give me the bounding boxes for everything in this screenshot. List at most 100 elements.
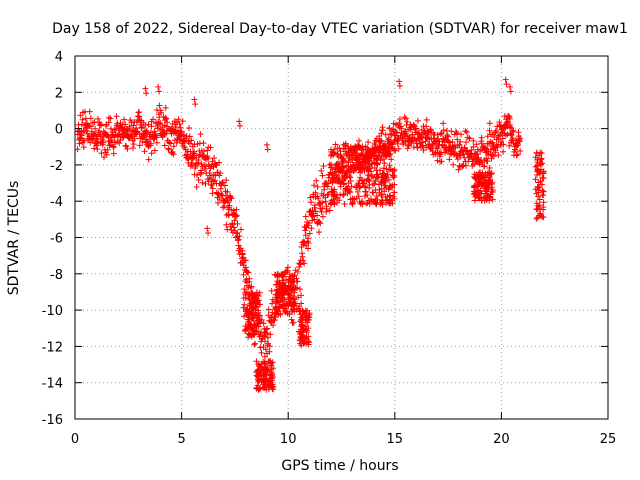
data-point [268,371,275,378]
data-point [342,174,349,181]
data-point [377,138,384,145]
data-point [301,260,308,267]
data-point [156,88,163,95]
data-point [513,152,520,159]
data-point [87,123,94,130]
data-point [308,225,315,232]
x-tick-label: 5 [177,432,185,447]
data-point [227,194,234,201]
data-point [156,102,163,109]
data-point [325,191,332,198]
data-point [198,161,205,168]
data-point [288,306,295,313]
data-point [307,194,314,201]
x-tick-label: 0 [71,432,79,447]
data-point [540,188,547,195]
data-point [347,169,354,176]
data-point [499,135,506,142]
data-point [454,136,461,143]
data-point [371,140,378,147]
data-point [147,140,154,147]
data-point [486,164,493,171]
data-point [200,148,207,155]
data-point [91,119,98,126]
data-point [78,132,85,139]
data-point [118,124,125,131]
data-point [161,142,168,149]
data-point [448,128,455,135]
data-point [245,321,252,328]
data-point [190,155,197,162]
data-point [500,148,507,155]
data-point [390,128,397,135]
data-point [196,152,203,159]
data-point [263,330,270,337]
data-point [533,150,540,157]
data-point [489,188,496,195]
data-point [175,116,182,123]
data-point [251,322,258,329]
data-point [194,171,201,178]
data-point [387,192,394,199]
data-point [385,166,392,173]
data-point [373,193,380,200]
data-point [361,183,368,190]
data-point [500,141,507,148]
data-point [255,317,262,324]
data-point [98,150,105,157]
data-point [418,139,425,146]
x-tick-label: 10 [280,432,297,447]
data-point [198,169,205,176]
data-point [446,156,453,163]
data-point [398,125,405,132]
data-point [252,304,259,311]
data-point [380,165,387,172]
data-point [237,122,244,129]
data-point [340,181,347,188]
data-point [395,145,402,152]
data-point [336,197,343,204]
data-point [342,142,349,149]
data-point [229,221,236,228]
data-point [294,268,301,275]
data-point [226,202,233,209]
data-point [107,125,114,132]
data-point [473,141,480,148]
data-point [214,199,221,206]
data-point [502,132,509,139]
data-point [390,174,397,181]
y-axis-label: SDTVAR / TECUs [6,181,22,296]
data-point [294,285,301,292]
data-point [202,180,209,187]
data-point [503,81,510,88]
data-point [234,237,241,244]
data-point [324,191,331,198]
data-point [327,200,334,207]
data-point [490,153,497,160]
data-point [256,289,263,296]
data-point [326,207,333,214]
data-point [363,166,370,173]
data-point [366,185,373,192]
data-point [366,157,373,164]
data-point [189,161,196,168]
data-point [139,123,146,130]
y-tick-label: 0 [55,123,63,138]
data-point [429,148,436,155]
data-point [389,172,396,179]
data-point [333,161,340,168]
data-point [283,308,290,315]
data-point [94,133,101,140]
data-point [153,134,160,141]
data-point [434,157,441,164]
data-point [365,158,372,165]
data-point [327,164,334,171]
data-point [507,88,514,95]
data-point [247,284,254,291]
data-point [364,172,371,179]
data-point [288,316,295,323]
data-point [86,108,93,115]
data-point [305,220,312,227]
y-tick-label: -14 [42,377,63,392]
data-point [449,138,456,145]
